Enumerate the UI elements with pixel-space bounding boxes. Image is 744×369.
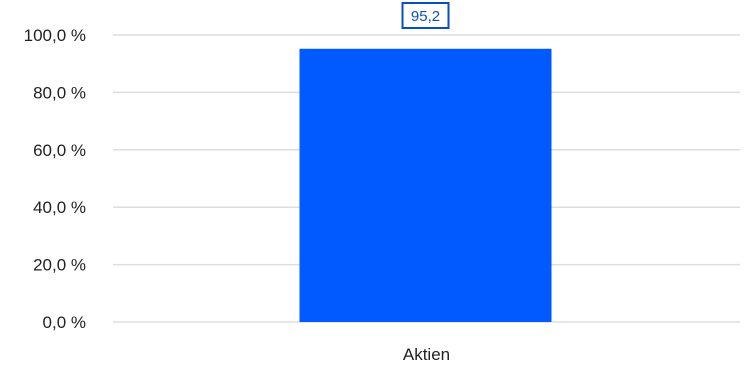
x-axis-category-labels: Aktien [403,345,450,364]
y-axis-tick-labels: 0,0 % 20,0 % 40,0 % 60,0 % 80,0 % 100,0 % [24,26,86,332]
data-label-box [401,2,450,29]
y-tick-label: 60,0 % [33,141,86,160]
y-tick-label: 80,0 % [33,83,86,102]
data-labels: 95,2 [401,2,450,29]
x-category-label: Aktien [403,345,450,364]
bars [299,48,552,322]
data-label: 95,2 [411,8,440,25]
y-tick-label: 20,0 % [33,256,86,275]
y-tick-label: 100,0 % [24,26,86,45]
bar [299,48,552,322]
y-tick-label: 0,0 % [43,313,86,332]
y-tick-label: 40,0 % [33,198,86,217]
